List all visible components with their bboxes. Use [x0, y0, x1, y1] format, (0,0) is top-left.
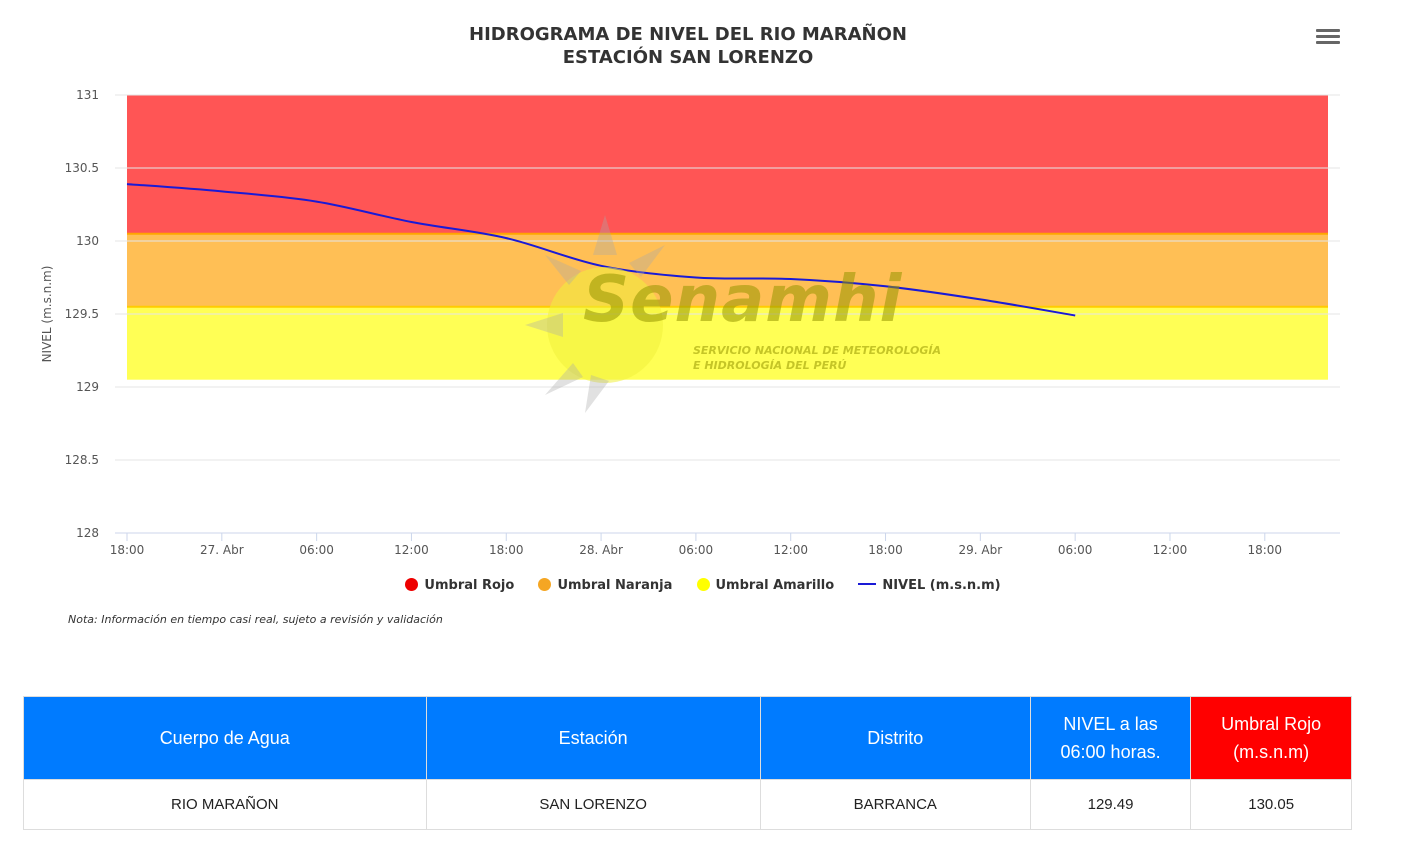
legend-marker-icon — [696, 578, 710, 591]
legend-item-umbral-rojo[interactable]: Umbral Rojo — [405, 578, 514, 593]
x-tick-label: 06:00 — [679, 543, 714, 557]
threshold-bands — [127, 95, 1328, 380]
series-layer — [126, 183, 1076, 317]
threshold-band-0 — [127, 95, 1328, 234]
y-tick-label: 131 — [76, 88, 99, 102]
legend-label: Umbral Naranja — [557, 578, 673, 593]
x-tick-label: 18:00 — [868, 543, 903, 557]
y-tick-label: 130 — [76, 234, 99, 248]
y-tick-label: 128 — [76, 526, 99, 540]
series-point — [410, 221, 412, 223]
x-tick-label: 12:00 — [1153, 543, 1188, 557]
cell-nivel: 129.49 — [1029, 779, 1192, 830]
series-point — [1074, 314, 1076, 316]
chart-menu-button[interactable] — [1316, 26, 1340, 48]
chart-subtitle: ESTACIÓN SAN LORENZO — [563, 46, 814, 68]
legend-line-icon — [858, 583, 877, 585]
series-point — [695, 277, 697, 279]
y-axis-ticks: 128 128.5 129 129.5 130 130.5 131 — [65, 88, 99, 540]
table-row: RIO MARAÑON SAN LORENZO BARRANCA 129.49 … — [23, 779, 1352, 830]
x-tick-label: 29. Abr — [959, 543, 1003, 557]
x-tick-label: 12:00 — [773, 543, 808, 557]
series-point — [979, 298, 981, 300]
legend-item-umbral-naranja[interactable]: Umbral Naranja — [538, 578, 672, 593]
legend-marker-icon — [405, 578, 419, 591]
cell-cuerpo-de-agua: RIO MARAÑON — [23, 779, 427, 830]
header-cuerpo-de-agua: Cuerpo de Agua — [23, 696, 427, 780]
series-line-nivel — [126, 183, 1076, 317]
cell-estacion: SAN LORENZO — [425, 779, 761, 830]
hamburger-icon-bar — [1316, 35, 1340, 38]
header-distrito: Distrito — [759, 696, 1031, 780]
x-tick-label: 06:00 — [1058, 543, 1093, 557]
hamburger-icon-bar — [1316, 29, 1340, 32]
x-tick-label: 18:00 — [489, 543, 524, 557]
x-tick-label: 18:00 — [1247, 543, 1282, 557]
y-tick-label: 130.5 — [65, 161, 99, 175]
legend-item-nivel[interactable]: NIVEL (m.s.n.m) — [858, 578, 1001, 593]
threshold-band-2 — [127, 306, 1328, 380]
series-point — [126, 183, 128, 185]
chart-title: HIDROGRAMA DE NIVEL DEL RIO MARAÑON — [469, 22, 907, 45]
table-header-row: Cuerpo de Agua Estación Distrito NIVEL a… — [23, 696, 1352, 780]
data-note: Nota: Información en tiempo casi real, s… — [68, 613, 443, 626]
cell-distrito: BARRANCA — [759, 779, 1031, 830]
cell-umbral-rojo: 130.05 — [1190, 779, 1352, 830]
series-point — [790, 278, 792, 280]
y-tick-label: 129.5 — [65, 307, 99, 321]
y-tick-label: 129 — [76, 380, 99, 394]
hydrograph-chart: HIDROGRAMA DE NIVEL DEL RIO MARAÑON ESTA… — [40, 22, 1340, 557]
legend-label: Umbral Rojo — [424, 578, 515, 593]
x-tick-label: 28. Abr — [579, 543, 623, 557]
chart-legend: Umbral Rojo Umbral Naranja Umbral Amaril… — [0, 578, 1406, 593]
legend-label: Umbral Amarillo — [715, 578, 835, 593]
series-point — [505, 237, 507, 239]
threshold-band-1 — [127, 233, 1328, 307]
station-info-table: Cuerpo de Agua Estación Distrito NIVEL a… — [23, 696, 1352, 830]
series-point — [221, 190, 223, 192]
x-tick-label: 27. Abr — [200, 543, 244, 557]
legend-label: NIVEL (m.s.n.m) — [882, 578, 1001, 593]
header-umbral-rojo: Umbral Rojo (m.s.n.m) — [1190, 696, 1352, 780]
series-point — [316, 201, 318, 203]
legend-item-umbral-amarillo[interactable]: Umbral Amarillo — [696, 578, 835, 593]
x-tick-label: 18:00 — [110, 543, 145, 557]
series-point — [600, 265, 602, 267]
y-axis-label: NIVEL (m.s.n.m) — [40, 266, 54, 363]
x-tick-label: 06:00 — [299, 543, 334, 557]
y-tick-label: 128.5 — [65, 453, 99, 467]
series-point — [885, 285, 887, 287]
x-tick-label: 12:00 — [394, 543, 429, 557]
header-nivel: NIVEL a las 06:00 horas. — [1029, 696, 1192, 780]
x-axis-ticks: 18:00 27. Abr 06:00 12:00 18:00 28. Abr 06:00 1… — [110, 533, 1282, 557]
hamburger-icon-bar — [1316, 41, 1340, 44]
legend-marker-icon — [538, 578, 552, 591]
header-estacion: Estación — [425, 696, 761, 780]
